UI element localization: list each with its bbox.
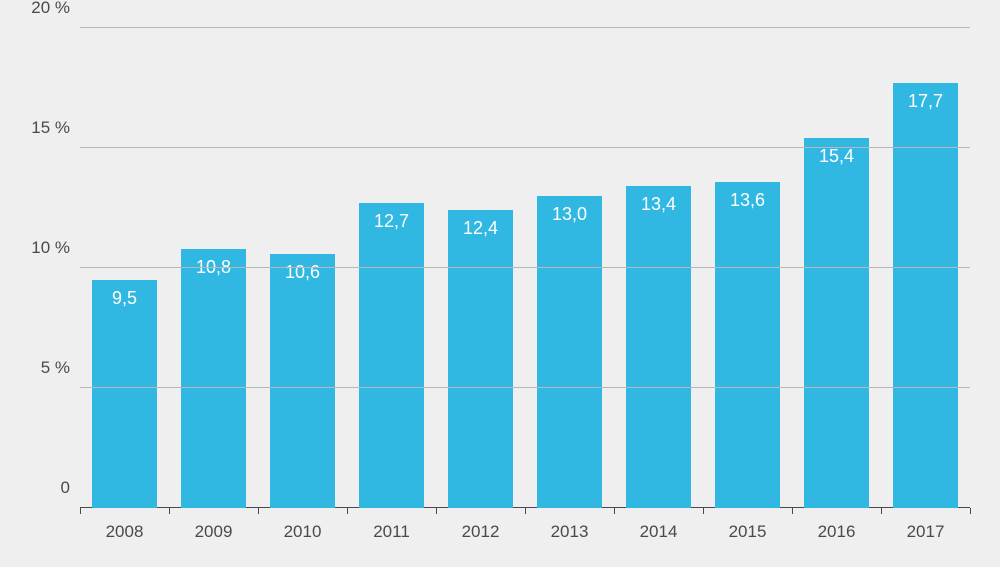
- x-category-label: 2010: [284, 508, 322, 542]
- bar: 12,7: [359, 203, 423, 508]
- y-tick-label: 20 %: [31, 0, 80, 18]
- bar: 15,4: [804, 138, 868, 508]
- x-category-label: 2013: [551, 508, 589, 542]
- bar-value-label: 17,7: [908, 91, 943, 112]
- y-tick-label: 5 %: [41, 358, 80, 378]
- bar-value-label: 13,0: [552, 204, 587, 225]
- bar: 13,6: [715, 182, 779, 508]
- bar-value-label: 13,6: [730, 190, 765, 211]
- x-category-label: 2009: [195, 508, 233, 542]
- bar-value-label: 15,4: [819, 146, 854, 167]
- x-tick-mark: [970, 508, 971, 514]
- x-tick-mark: [436, 508, 437, 514]
- x-category-label: 2015: [729, 508, 767, 542]
- x-tick-mark: [881, 508, 882, 514]
- bar-chart: 9,510,810,612,712,413,013,413,615,417,7 …: [0, 0, 1000, 567]
- bar: 10,6: [270, 254, 334, 508]
- y-gridline: [80, 387, 970, 388]
- x-category-label: 2017: [907, 508, 945, 542]
- x-category-label: 2014: [640, 508, 678, 542]
- y-gridline: [80, 27, 970, 28]
- bar-value-label: 10,6: [285, 262, 320, 283]
- x-tick-mark: [258, 508, 259, 514]
- x-tick-mark: [80, 508, 81, 514]
- x-tick-mark: [792, 508, 793, 514]
- bars-group: 9,5 10,8 10,6 12,7 12,4 13,0 13,4 13,6 15,4 17,7: [80, 28, 970, 508]
- y-tick-label: 0: [61, 478, 80, 498]
- x-category-label: 2012: [462, 508, 500, 542]
- bar: 9,5: [92, 280, 156, 508]
- bar-value-label: 9,5: [112, 288, 137, 309]
- bar-value-label: 12,4: [463, 218, 498, 239]
- y-gridline: [80, 267, 970, 268]
- bar-value-label: 13,4: [641, 194, 676, 215]
- bar: 13,0: [537, 196, 601, 508]
- x-tick-mark: [614, 508, 615, 514]
- x-category-label: 2016: [818, 508, 856, 542]
- x-tick-mark: [703, 508, 704, 514]
- bar: 12,4: [448, 210, 512, 508]
- y-tick-label: 15 %: [31, 118, 80, 138]
- x-tick-mark: [525, 508, 526, 514]
- x-category-label: 2008: [106, 508, 144, 542]
- x-category-label: 2011: [373, 508, 410, 542]
- bar-value-label: 12,7: [374, 211, 409, 232]
- plot-area: 9,510,810,612,712,413,013,413,615,417,7 …: [80, 28, 970, 508]
- bar: 13,4: [626, 186, 690, 508]
- y-tick-label: 10 %: [31, 238, 80, 258]
- x-tick-mark: [169, 508, 170, 514]
- bar: 10,8: [181, 249, 245, 508]
- x-tick-mark: [347, 508, 348, 514]
- y-gridline: [80, 147, 970, 148]
